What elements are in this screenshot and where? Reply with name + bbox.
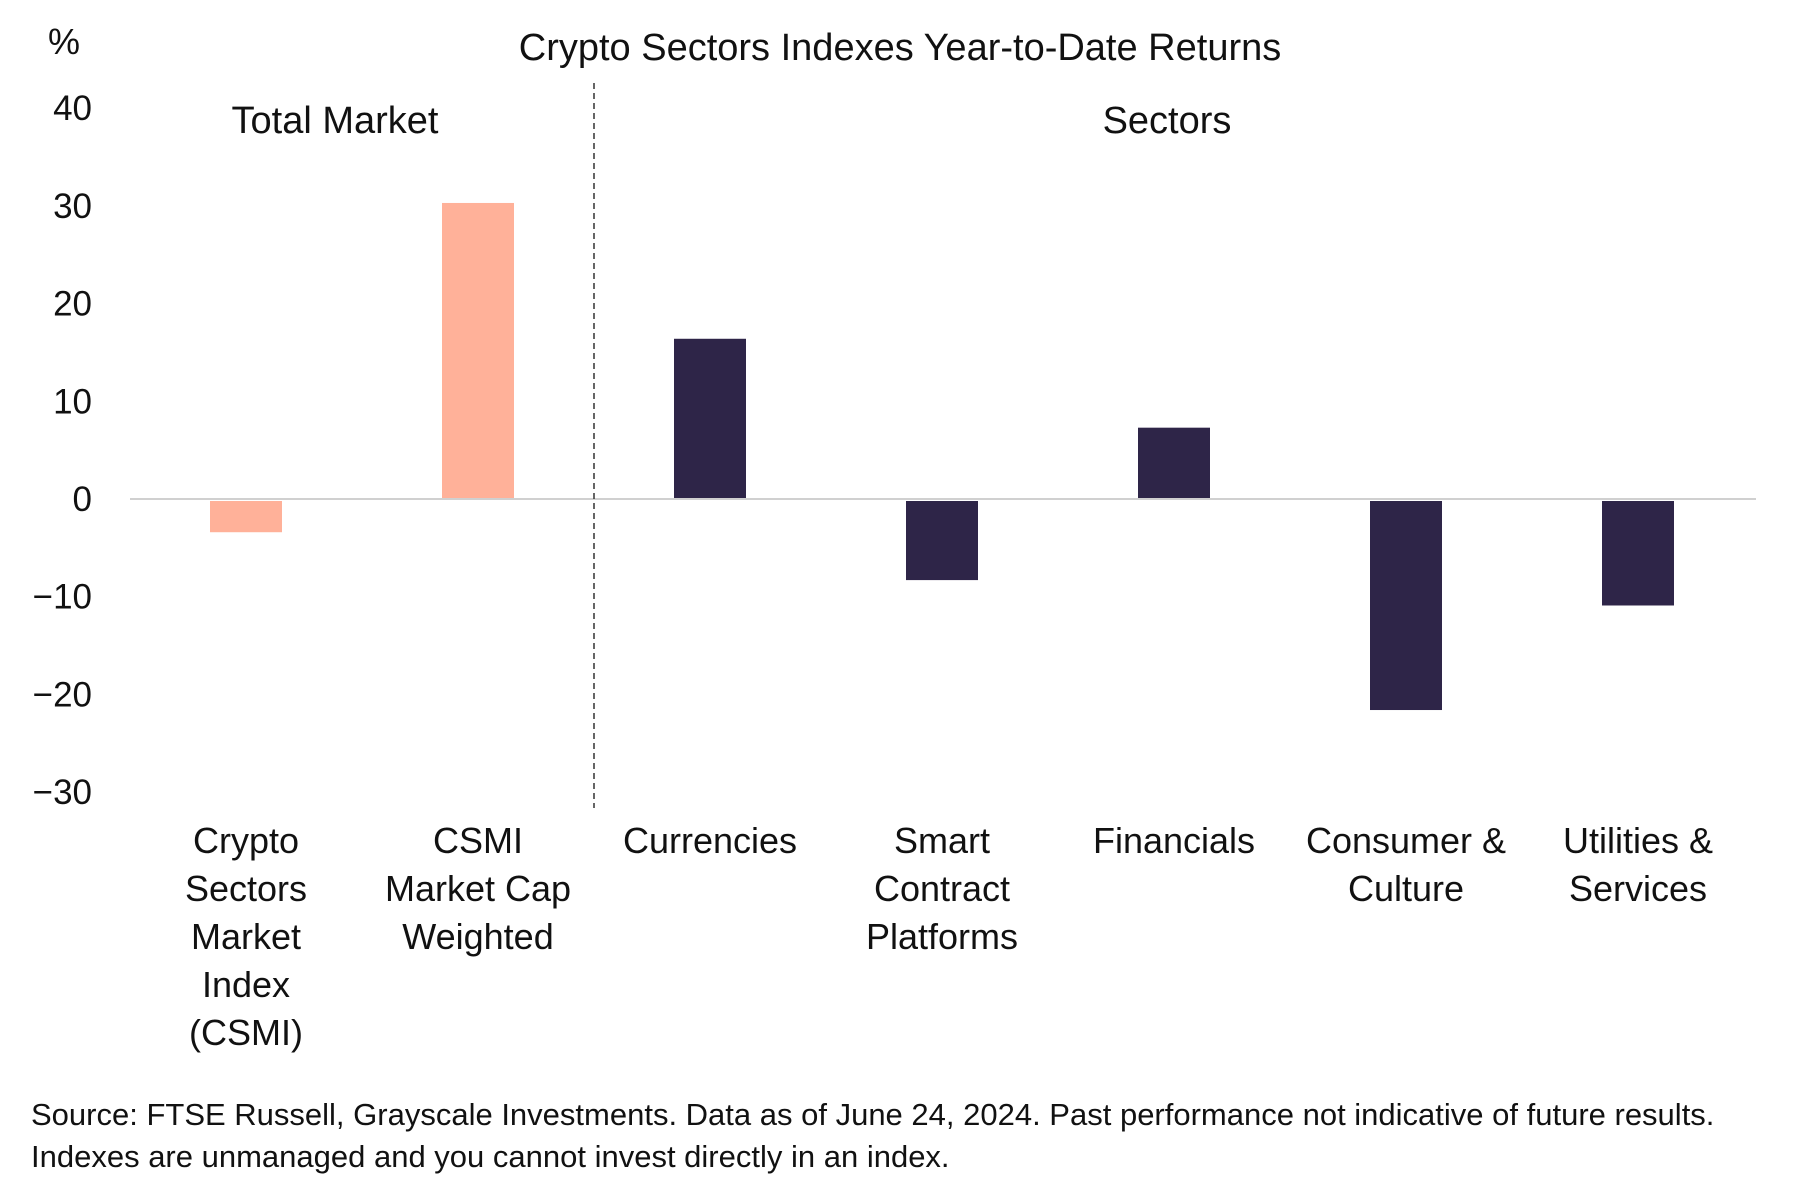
x-category-label-line: Market Cap — [385, 868, 571, 909]
x-category-label: Currencies — [623, 820, 797, 861]
bar — [1602, 501, 1674, 606]
x-category-label-line: Services — [1569, 868, 1707, 909]
x-category-label-line: Weighted — [402, 916, 553, 957]
y-tick-label: −30 — [33, 773, 92, 812]
bar — [442, 202, 514, 498]
group-label: Total Market — [232, 100, 439, 142]
y-tick-label: 0 — [73, 480, 92, 519]
y-tick-label: 40 — [53, 89, 92, 128]
y-tick-label: −20 — [33, 675, 92, 714]
x-category-label: CSMI Market Cap Weighted — [385, 820, 571, 957]
x-category-label-line: (CSMI) — [189, 1012, 303, 1053]
bar — [1138, 427, 1210, 498]
group-label: Sectors — [1103, 100, 1232, 142]
x-category-label-line: Financials — [1093, 820, 1255, 861]
x-category-label: Financials — [1093, 820, 1255, 861]
x-category-label-line: Platforms — [866, 916, 1018, 957]
bar — [674, 338, 746, 498]
y-tick-label: 10 — [53, 382, 92, 421]
x-category-label-line: Consumer & — [1306, 820, 1506, 861]
x-category-label-line: Index — [202, 964, 290, 1005]
y-tick-label: 20 — [53, 285, 92, 324]
x-category-label-line: Market — [191, 916, 301, 957]
y-axis-unit-label: % — [48, 21, 80, 62]
x-category-label-line: Currencies — [623, 820, 797, 861]
bar — [1370, 501, 1442, 711]
source-note: Source: FTSE Russell, Grayscale Investme… — [31, 1097, 1715, 1174]
x-category-label-line: Contract — [874, 868, 1010, 909]
x-category-label: Smart Contract Platforms — [866, 820, 1018, 957]
y-tick-label: −10 — [33, 578, 92, 617]
bar — [906, 501, 978, 581]
x-category-label-line: CSMI — [433, 820, 523, 861]
x-category-label: Crypto Sectors Market Index (CSMI) — [185, 820, 307, 1053]
chart-title: Crypto Sectors Indexes Year-to-Date Retu… — [519, 27, 1282, 69]
x-category-label-line: Smart — [894, 820, 990, 861]
x-category-label-line: Crypto — [193, 820, 299, 861]
x-category-label: Consumer & Culture — [1306, 820, 1506, 909]
x-category-label-line: Culture — [1348, 868, 1464, 909]
x-category-label-line: Utilities & — [1563, 820, 1713, 861]
y-tick-label: 30 — [53, 187, 92, 226]
x-category-label-line: Sectors — [185, 868, 307, 909]
bar — [210, 501, 282, 533]
x-category-label: Utilities & Services — [1563, 820, 1713, 909]
